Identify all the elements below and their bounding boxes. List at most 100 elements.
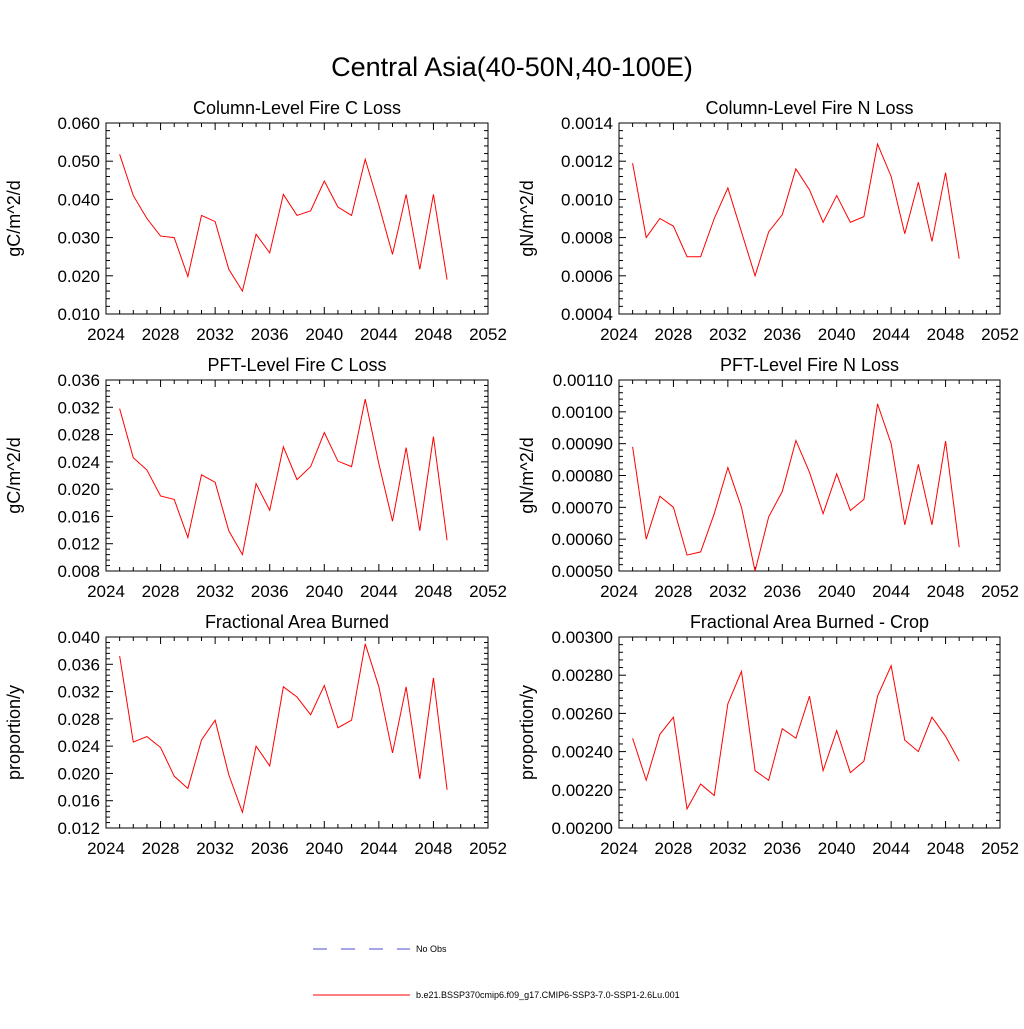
y-tick-label: 0.010 bbox=[57, 305, 100, 324]
x-tick-label: 2032 bbox=[709, 839, 747, 858]
x-tick-label: 2028 bbox=[142, 582, 180, 601]
panel-4: PFT-Level Fire N Loss 2024 2028 2032 2036 204… bbox=[517, 355, 1019, 601]
x-tick-label: 2032 bbox=[196, 839, 234, 858]
y-tick-label: 0.020 bbox=[57, 480, 100, 499]
y-tick-label: 0.036 bbox=[57, 655, 100, 674]
series-line bbox=[119, 643, 448, 815]
y-tick-label: 0.032 bbox=[57, 683, 100, 702]
y-tick-label: 0.030 bbox=[57, 229, 100, 248]
y-tick-label: 0.050 bbox=[57, 152, 100, 171]
x-tick-label: 2040 bbox=[305, 582, 343, 601]
plot-frame bbox=[105, 636, 489, 829]
x-tick-label: 2048 bbox=[415, 582, 453, 601]
series-line bbox=[632, 403, 960, 572]
panel-1: Column-Level Fire C Loss 2024 2028 2032 2036… bbox=[4, 98, 507, 344]
y-tick-label: 0.0006 bbox=[561, 267, 613, 286]
x-tick-label: 2040 bbox=[818, 839, 856, 858]
series-line bbox=[632, 663, 960, 811]
x-tick-label: 2024 bbox=[600, 839, 638, 858]
panel-title: Fractional Area Burned bbox=[205, 612, 389, 632]
y-tick-label: 0.0010 bbox=[561, 190, 613, 209]
x-tick-label: 2052 bbox=[469, 582, 507, 601]
y-tick-label: 0.00100 bbox=[552, 403, 613, 422]
y-tick-label: 0.040 bbox=[57, 190, 100, 209]
x-tick-label: 2028 bbox=[142, 325, 180, 344]
y-tick-label: 0.028 bbox=[57, 710, 100, 729]
legend-obs-label: No Obs bbox=[416, 944, 447, 954]
series-line bbox=[119, 398, 448, 557]
series-line bbox=[632, 142, 960, 278]
y-tick-label: 0.016 bbox=[57, 792, 100, 811]
x-tick-label: 2044 bbox=[872, 582, 910, 601]
y-tick-label: 0.00080 bbox=[552, 467, 613, 486]
panel-title: PFT-Level Fire N Loss bbox=[720, 355, 899, 375]
x-tick-label: 2052 bbox=[981, 839, 1019, 858]
panel-2: Column-Level Fire N Loss 2024 2028 2032 2036… bbox=[517, 98, 1019, 344]
plot-frame bbox=[618, 122, 1001, 315]
x-tick-label: 2044 bbox=[360, 839, 398, 858]
y-axis-label: gC/m^2/d bbox=[4, 437, 24, 513]
y-tick-label: 0.00110 bbox=[553, 371, 613, 390]
figure-title: Central Asia(40-50N,40-100E) bbox=[331, 52, 693, 82]
x-tick-label: 2024 bbox=[87, 839, 125, 858]
x-tick-label: 2048 bbox=[415, 839, 453, 858]
panel-title: Fractional Area Burned - Crop bbox=[690, 612, 929, 632]
y-tick-label: 0.008 bbox=[57, 562, 100, 581]
y-tick-label: 0.00060 bbox=[552, 530, 613, 549]
panel-title: Column-Level Fire N Loss bbox=[705, 98, 913, 118]
panel-3: PFT-Level Fire C Loss 2024 2028 2032 2036 204… bbox=[4, 355, 507, 601]
y-tick-label: 0.016 bbox=[57, 507, 100, 526]
x-tick-label: 2048 bbox=[927, 325, 965, 344]
x-tick-label: 2052 bbox=[469, 839, 507, 858]
x-tick-label: 2048 bbox=[927, 839, 965, 858]
x-tick-label: 2028 bbox=[655, 582, 693, 601]
y-tick-label: 0.00220 bbox=[552, 781, 613, 800]
x-tick-label: 2036 bbox=[763, 582, 801, 601]
y-tick-label: 0.0012 bbox=[561, 152, 613, 171]
x-tick-label: 2028 bbox=[655, 839, 693, 858]
x-tick-label: 2024 bbox=[87, 325, 125, 344]
panel-title: Column-Level Fire C Loss bbox=[193, 98, 401, 118]
x-tick-label: 2028 bbox=[142, 839, 180, 858]
y-tick-label: 0.0014 bbox=[561, 114, 613, 133]
x-tick-label: 2044 bbox=[360, 325, 398, 344]
x-tick-label: 2044 bbox=[360, 582, 398, 601]
y-axis-label: proportion/y bbox=[4, 685, 24, 780]
x-tick-label: 2036 bbox=[251, 582, 289, 601]
x-tick-label: 2052 bbox=[981, 582, 1019, 601]
x-tick-label: 2052 bbox=[469, 325, 507, 344]
x-tick-label: 2032 bbox=[709, 325, 747, 344]
legend: No Obs b.e21.BSSP370cmip6.f09_g17.CMIP6-… bbox=[313, 944, 680, 1000]
x-tick-label: 2040 bbox=[305, 839, 343, 858]
y-tick-label: 0.012 bbox=[57, 819, 100, 838]
y-tick-label: 0.0004 bbox=[561, 305, 613, 324]
x-tick-label: 2024 bbox=[87, 582, 125, 601]
y-axis-label: gC/m^2/d bbox=[4, 180, 24, 256]
x-tick-label: 2036 bbox=[251, 839, 289, 858]
x-tick-label: 2036 bbox=[763, 325, 801, 344]
y-tick-label: 0.012 bbox=[57, 535, 100, 554]
x-tick-label: 2044 bbox=[872, 325, 910, 344]
y-tick-label: 0.00260 bbox=[552, 704, 613, 723]
x-tick-label: 2052 bbox=[981, 325, 1019, 344]
x-tick-label: 2048 bbox=[927, 582, 965, 601]
y-tick-label: 0.00300 bbox=[552, 628, 613, 647]
x-tick-label: 2024 bbox=[600, 325, 638, 344]
y-tick-label: 0.0008 bbox=[561, 229, 613, 248]
y-tick-label: 0.028 bbox=[57, 426, 100, 445]
y-axis-label: proportion/y bbox=[517, 685, 537, 780]
panel-grid: Column-Level Fire C Loss 2024 2028 2032 2036… bbox=[4, 98, 1019, 858]
x-tick-label: 2036 bbox=[763, 839, 801, 858]
y-tick-label: 0.00050 bbox=[552, 562, 613, 581]
x-tick-label: 2040 bbox=[818, 582, 856, 601]
y-tick-label: 0.024 bbox=[57, 453, 100, 472]
x-tick-label: 2024 bbox=[600, 582, 638, 601]
y-tick-label: 0.060 bbox=[57, 114, 100, 133]
x-tick-label: 2032 bbox=[196, 325, 234, 344]
x-tick-label: 2028 bbox=[655, 325, 693, 344]
x-tick-label: 2032 bbox=[709, 582, 747, 601]
plot-frame bbox=[105, 379, 489, 572]
y-tick-label: 0.00200 bbox=[552, 819, 613, 838]
panel-5: Fractional Area Burned 2024 2028 2032 2036 20… bbox=[4, 612, 507, 858]
